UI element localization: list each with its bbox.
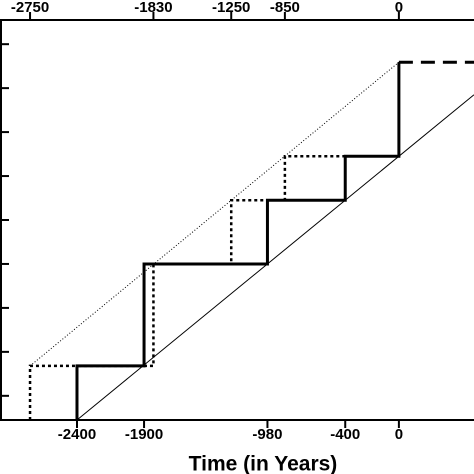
x2-tick-label: -2750: [11, 0, 49, 16]
x-tick-label: -400: [330, 426, 360, 443]
x2-tick-label: -850: [270, 0, 300, 16]
x-tick-label: -2400: [58, 426, 96, 443]
x-tick-label: 0: [395, 426, 403, 443]
x-tick-label: -980: [252, 426, 282, 443]
x-tick-label: -1900: [125, 426, 163, 443]
x2-tick-label: -1830: [134, 0, 172, 16]
series-line: [76, 94, 474, 421]
series-line: [29, 61, 400, 367]
x-axis-label: Time (in Years): [189, 453, 338, 474]
series-line: [75, 62, 401, 420]
x2-tick-label: 0: [395, 0, 403, 16]
x2-tick-label: -1250: [212, 0, 250, 16]
